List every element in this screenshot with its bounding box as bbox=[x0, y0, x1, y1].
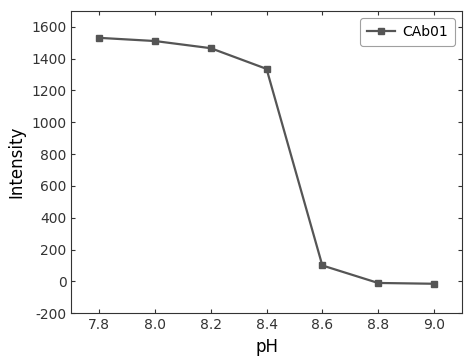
CAb01 bbox=[264, 67, 269, 71]
Legend: CAb01: CAb01 bbox=[360, 18, 455, 46]
Line: CAb01: CAb01 bbox=[96, 35, 437, 287]
CAb01 bbox=[319, 263, 325, 267]
X-axis label: pH: pH bbox=[255, 338, 278, 356]
CAb01 bbox=[208, 46, 214, 50]
Y-axis label: Intensity: Intensity bbox=[8, 126, 26, 198]
CAb01 bbox=[375, 281, 381, 285]
CAb01 bbox=[97, 36, 102, 40]
CAb01 bbox=[431, 282, 436, 286]
CAb01 bbox=[152, 39, 158, 43]
